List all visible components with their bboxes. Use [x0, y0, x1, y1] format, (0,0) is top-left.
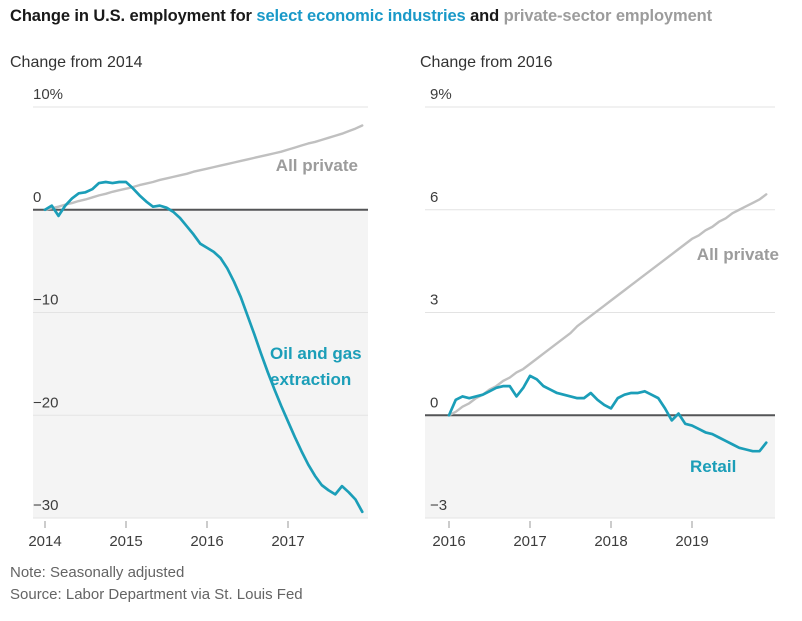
y-axis-tick-label: −20: [33, 394, 58, 411]
chart-right-subtitle: Change from 2016: [420, 54, 553, 71]
all-private-label: All private: [697, 245, 779, 264]
x-axis-tick-label: 2016: [432, 533, 465, 550]
oil-and-gas-extraction-label: Oil and gas extraction: [270, 344, 362, 389]
footnotes: Note: Seasonally adjusted Source: Labor …: [10, 562, 792, 606]
x-axis-tick-label: 2014: [28, 533, 61, 550]
x-axis-tick-label: 2017: [271, 533, 304, 550]
y-axis-tick-label: 0: [33, 189, 41, 206]
retail-label: Retail: [690, 457, 736, 476]
chart-right: Change from 2016 9% 6 3 0 −3 2016 2017 2018 2019…: [420, 53, 802, 552]
oil-and-gas-extraction-line: [43, 180, 364, 514]
note-text: Note: Seasonally adjusted: [10, 564, 185, 581]
title-highlight: select economic industries: [256, 7, 466, 25]
y-axis-tick-label: 3: [430, 292, 438, 309]
title-part-2: and: [465, 7, 504, 25]
y-axis-tick-label: −10: [33, 292, 58, 309]
chart-title: Change in U.S. employment for select eco…: [10, 6, 792, 27]
x-axis-tick-label: 2019: [675, 533, 708, 550]
x-axis-tick-label: 2015: [109, 533, 142, 550]
x-axis-tick-label: 2016: [190, 533, 223, 550]
all-private-label: All private: [276, 156, 358, 175]
y-axis-tick-label: 0: [430, 394, 438, 411]
all-private-line: [447, 193, 768, 417]
charts-row: Change from 2014 10% 0 −10 −20 −30 2014 2015 20…: [10, 53, 792, 552]
page: Change in U.S. employment for select eco…: [10, 6, 792, 606]
x-axis-tick-label: 2018: [594, 533, 627, 550]
title-part-1: Change in U.S. employment for: [10, 7, 257, 25]
all-private-line: [43, 124, 364, 211]
retail-line: [447, 374, 768, 453]
y-axis-tick-label: −3: [430, 497, 447, 514]
y-axis-tick-label: −30: [33, 497, 58, 514]
chart-left: Change from 2014 10% 0 −10 −20 −30 2014 2015 20…: [10, 53, 392, 552]
negative-region-shade: [425, 415, 775, 518]
title-part-3: private-sector employment: [503, 7, 713, 25]
negative-region-shade: [33, 209, 368, 518]
chart-left-plot: 10% 0 −10 −20 −30 2014 2015 2016 2017 All private…: [28, 86, 368, 550]
chart-left-subtitle: Change from 2014: [10, 54, 143, 71]
y-axis-tick-label: 6: [430, 189, 438, 206]
source-text: Source: Labor Department via St. Louis F…: [10, 586, 303, 603]
y-axis-tick-label: 10%: [33, 86, 63, 103]
x-axis-tick-label: 2017: [513, 533, 546, 550]
y-axis-tick-label: 9%: [430, 86, 452, 103]
chart-right-plot: 9% 6 3 0 −3 2016 2017 2018 2019 All private Retail: [425, 86, 779, 550]
